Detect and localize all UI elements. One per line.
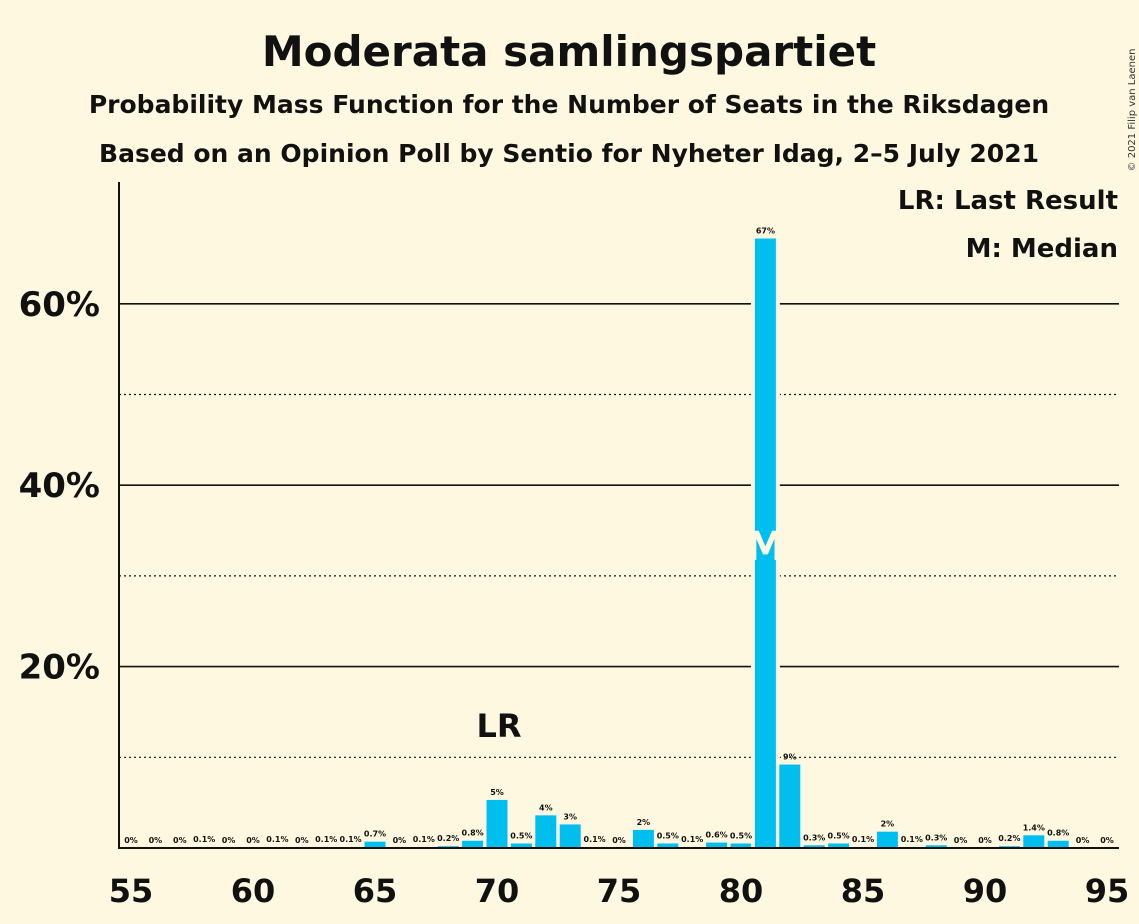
bar-seat-69 [462, 840, 484, 848]
bar-label-89: 0% [954, 836, 968, 845]
bar-seat-79 [706, 842, 728, 848]
bar-seat-73 [559, 824, 581, 848]
chart-subtitle-2: Based on an Opinion Poll by Sentio for N… [99, 139, 1039, 168]
bar-label-61: 0.1% [266, 835, 288, 844]
bar-label-88: 0.3% [925, 833, 947, 842]
bar-label-69: 0.8% [462, 829, 484, 838]
bar-seat-65 [364, 841, 386, 848]
bar-label-72: 4% [539, 803, 553, 812]
bar-label-75: 0% [612, 836, 626, 845]
bar-labels: 0% 0% 0% 0.1% 0% 0% 0.1% 0% 0.1% 0.1%0.7%0% 0.1% 0.… [124, 226, 1114, 845]
chart-title: Moderata samlingspartiet [262, 27, 876, 76]
bar-label-76: 2% [637, 818, 651, 827]
bar-label-56: 0% [149, 836, 163, 845]
x-tick-85: 85 [841, 872, 886, 910]
bar-seat-76 [632, 829, 654, 848]
bar-label-83: 0.3% [803, 833, 825, 842]
bar-label-70: 5% [490, 788, 504, 797]
bar-seat-86 [876, 831, 898, 848]
last-result-marker: LR [476, 707, 521, 745]
legend-median: M: Median [966, 234, 1118, 264]
bar-label-78: 0.1% [681, 835, 703, 844]
bar-seat-77 [657, 843, 679, 848]
x-tick-95: 95 [1085, 872, 1130, 910]
bar-label-73: 3% [563, 812, 577, 821]
bar-label-80: 0.5% [730, 831, 752, 840]
bar-seat-81 [754, 238, 776, 849]
bar-label-81: 67% [756, 226, 775, 235]
bar-label-84: 0.5% [828, 831, 850, 840]
x-tick-80: 80 [719, 872, 764, 910]
bar-seat-92 [1023, 835, 1045, 848]
x-tick-65: 65 [353, 872, 398, 910]
bar-label-55: 0% [124, 836, 138, 845]
legend-last-result: LR: Last Result [898, 186, 1118, 216]
x-tick-90: 90 [963, 872, 1008, 910]
bar-label-93: 0.8% [1047, 829, 1069, 838]
x-tick-labels: 55 60 65 70 75 80 85 90 95 [109, 872, 1130, 910]
bar-label-57: 0% [173, 836, 187, 845]
bar-label-59: 0% [222, 836, 236, 845]
bar-seat-72 [535, 815, 557, 848]
bar-seat-93 [1047, 840, 1069, 848]
y-tick-60: 60% [19, 285, 100, 325]
x-tick-60: 60 [231, 872, 276, 910]
y-tick-20: 20% [19, 648, 100, 688]
bar-label-77: 0.5% [657, 831, 679, 840]
x-tick-55: 55 [109, 872, 154, 910]
bar-label-58: 0.1% [193, 835, 215, 844]
gridlines [119, 302, 1119, 758]
bar-seat-88 [925, 845, 947, 848]
bar-label-65: 0.7% [364, 830, 386, 839]
bar-label-60: 0% [246, 836, 260, 845]
bar-label-79: 0.6% [706, 831, 728, 840]
y-tick-labels: 20% 40% 60% [19, 285, 100, 688]
bar-seat-82 [779, 764, 801, 848]
x-tick-75: 75 [597, 872, 642, 910]
y-tick-40: 40% [19, 466, 100, 506]
bars [193, 237, 1069, 849]
bar-seat-83 [803, 845, 825, 848]
bar-label-91: 0.2% [998, 834, 1020, 843]
bar-label-71: 0.5% [510, 831, 532, 840]
bar-label-68: 0.2% [437, 834, 459, 843]
bar-label-74: 0.1% [584, 835, 606, 844]
copyright-notice: © 2021 Filip van Laenen [1127, 49, 1138, 172]
bar-seat-71 [510, 843, 532, 848]
bar-seat-84 [828, 843, 850, 848]
markers: LR M [476, 524, 785, 745]
bar-label-92: 1.4% [1023, 823, 1045, 832]
x-tick-70: 70 [475, 872, 520, 910]
bar-label-66: 0% [393, 836, 407, 845]
bar-label-64: 0.1% [340, 835, 362, 844]
bar-label-94: 0% [1076, 836, 1090, 845]
bar-label-90: 0% [978, 836, 992, 845]
chart-subtitle-1: Probability Mass Function for the Number… [89, 90, 1049, 119]
bar-seat-70 [486, 799, 508, 848]
bar-seat-80 [730, 843, 752, 848]
bar-label-85: 0.1% [852, 835, 874, 844]
median-marker: M [745, 524, 785, 570]
bar-label-87: 0.1% [901, 835, 923, 844]
bar-label-63: 0.1% [315, 835, 337, 844]
bar-label-95: 0% [1100, 836, 1114, 845]
bar-label-62: 0% [295, 836, 309, 845]
bar-label-67: 0.1% [413, 835, 435, 844]
bar-label-86: 2% [881, 820, 895, 829]
bar-label-82: 9% [783, 753, 797, 762]
